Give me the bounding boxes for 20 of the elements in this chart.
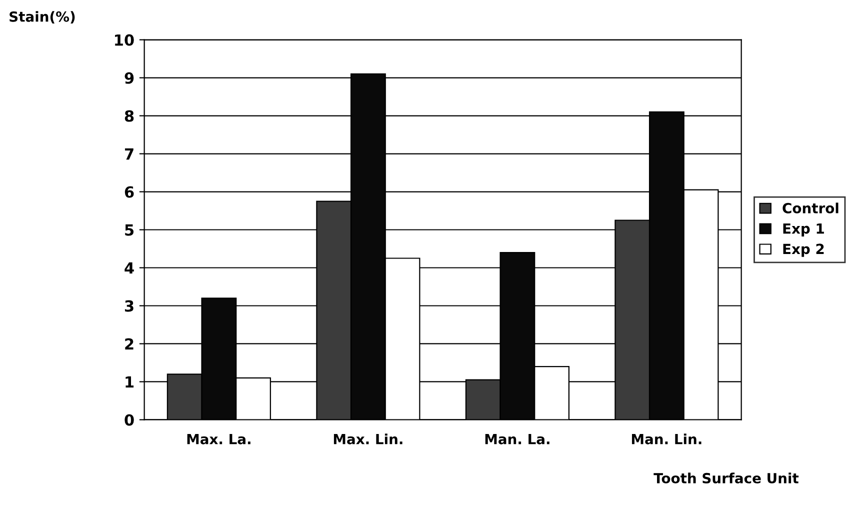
y-tick-label: 0 [124, 414, 134, 426]
y-tick-label: 5 [125, 224, 134, 236]
y-tick-label: 3 [124, 300, 134, 312]
y-tick-label: 2 [125, 338, 134, 350]
x-axis-title: Tooth Surface Unit [654, 472, 799, 484]
x-tick-label: Max. La. [187, 434, 250, 444]
x-tick-label: Max. Lin. [334, 434, 402, 444]
y-tick-label: 7 [124, 148, 134, 160]
y-tick-label: 8 [124, 110, 134, 122]
x-tick-label: Man. Lin. [632, 434, 702, 444]
y-tick-label: 9 [124, 72, 134, 84]
y-tick-label: 4 [124, 262, 134, 274]
legend-label: Exp 2 [783, 244, 824, 257]
x-tick-label: Man. La. [485, 434, 550, 444]
y-tick-label: 1 [126, 376, 134, 388]
legend-label: Control [782, 202, 838, 214]
legend-label: Exp 1 [783, 223, 824, 236]
y-axis-title: Stain(%) [10, 11, 75, 24]
y-tick-label: 10 [115, 34, 134, 46]
y-tick-label: 6 [124, 186, 134, 198]
